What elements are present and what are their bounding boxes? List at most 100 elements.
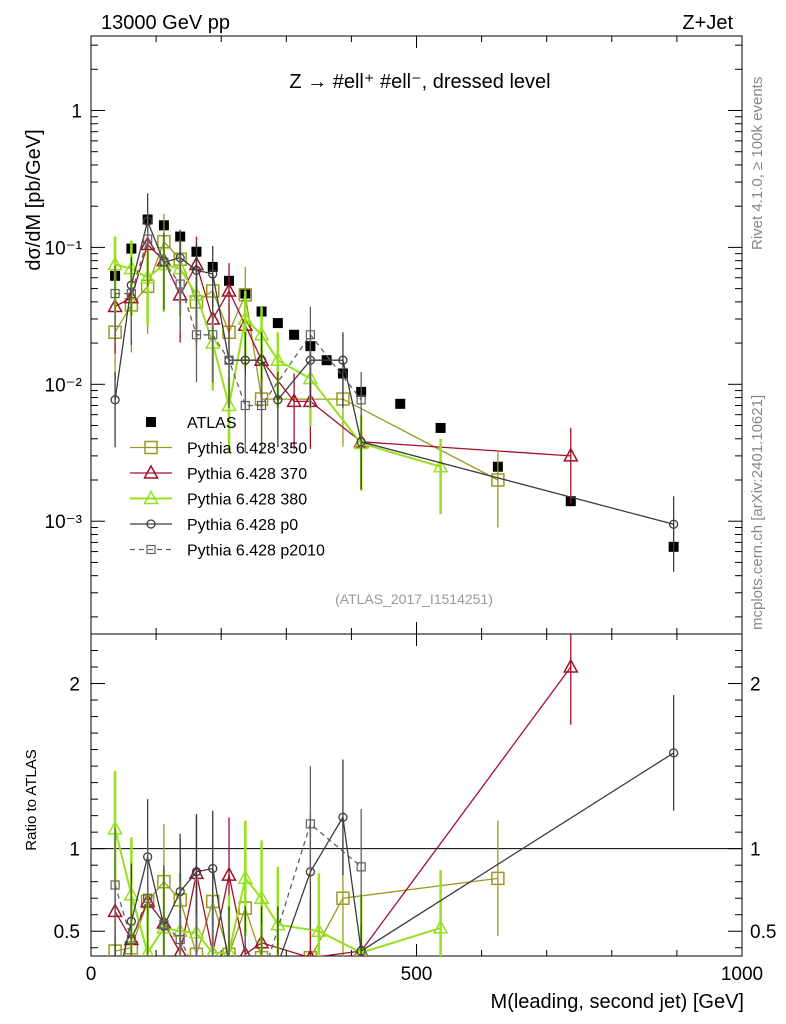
x-axis-title: M(leading, second jet) [GeV]: [491, 991, 744, 1013]
p2010-ratio-point: [192, 969, 200, 977]
p380-ratio-point: [253, 889, 270, 904]
p0-point: [338, 355, 348, 365]
ratio-y-tick-label-right: 2: [750, 675, 761, 696]
p350-ratio-point: [491, 871, 505, 886]
p370-line: [114, 243, 571, 457]
p2010-ratio-point: [225, 967, 233, 975]
p370-ratio-point: [239, 945, 251, 956]
p380-ratio-point: [222, 944, 236, 956]
p2010-point: [191, 330, 202, 340]
y-tick-label: 10⁻²: [45, 375, 83, 396]
p370-point: [221, 282, 237, 297]
atlas-data-point: [289, 329, 300, 340]
p2010-point: [143, 234, 153, 244]
y-tick-label: 10⁻³: [45, 512, 83, 533]
p2010-point: [175, 279, 185, 289]
p2010-point: [110, 288, 120, 299]
process-group-label: Z+Jet: [682, 12, 733, 34]
legend-label-p350: Pythia 6.428 350: [187, 441, 307, 458]
p2010-ratio-point: [305, 819, 315, 829]
p350-line: [114, 240, 499, 481]
p2010-point: [356, 395, 366, 405]
p2010-ratio-point: [258, 977, 266, 985]
legend-label-p370: Pythia 6.428 370: [187, 466, 307, 483]
p380-point: [237, 310, 254, 325]
ratio-series: [107, 634, 679, 996]
p2010-point: [305, 330, 315, 340]
p0-point: [110, 395, 120, 405]
p380-point: [221, 396, 237, 412]
p2010-ratio-point: [110, 880, 120, 890]
x-tick-label: 1000: [721, 964, 763, 985]
p0-ratio-point: [208, 863, 218, 874]
ratio-y-tick-label: 1: [69, 840, 80, 861]
y-axis-title: dσ/dM [pb/GeV]: [23, 129, 45, 270]
p2010-ratio-point: [209, 957, 217, 965]
p380-ratio-point: [311, 922, 327, 937]
legend-label-p380: Pythia 6.428 380: [187, 492, 307, 509]
ratio-y-tick-label-right: 1: [750, 840, 761, 861]
ratio-y-tick-label-right: 0.5: [750, 922, 776, 943]
main-series: [107, 193, 679, 572]
p380-point: [270, 351, 286, 366]
ratio-y-tick-label: 0.5: [54, 922, 80, 943]
legend-label-p2010: Pythia 6.428 p2010: [187, 543, 325, 560]
p2010-point: [224, 355, 234, 365]
analysis-label: (ATLAS_2017_I1514251): [335, 591, 493, 607]
p380-ratio-point: [141, 944, 155, 956]
p0-point: [668, 519, 679, 529]
p0-ratio-point: [668, 748, 679, 758]
p0-ratio-point: [241, 960, 249, 968]
p370-ratio-point: [221, 866, 237, 881]
p2010-line: [115, 237, 362, 407]
p2010-ratio-point: [126, 934, 136, 945]
p2010-point: [126, 288, 136, 299]
atlas-data-point: [435, 422, 446, 433]
legend: ATLAS Pythia 6.428 350 Pythia 6.428 370 Pyt…: [130, 415, 325, 560]
p2010-ratio-point: [175, 934, 185, 945]
mcplots-label: mcplots.cern.ch [arXiv:2401.10621]: [749, 395, 766, 630]
p2010-ratio-point: [159, 920, 169, 930]
legend-marker-p2010: [146, 544, 156, 555]
p2010-point: [256, 400, 267, 411]
atlas-data-point: [272, 318, 283, 329]
p370-point: [563, 447, 579, 462]
p370-point: [286, 392, 302, 408]
ratio-panel-frame: [90, 633, 743, 957]
p2010-ratio-point: [241, 985, 249, 993]
p0-ratio-point: [274, 960, 282, 968]
legend-marker-p0: [146, 519, 156, 529]
p0-ratio-point: [356, 946, 366, 956]
p0-point: [273, 395, 283, 405]
legend-marker-p350: [144, 440, 158, 455]
p2010-point: [208, 330, 218, 340]
p380-ratio-point: [354, 944, 368, 956]
p0-ratio-line: [122, 752, 674, 956]
y-tick-label: 10⁻¹: [45, 238, 83, 259]
p0-point: [191, 265, 202, 275]
legend-marker-atlas: [146, 417, 156, 427]
legend-marker-p370: [143, 464, 159, 479]
x-tick-label: 0: [86, 964, 97, 985]
p0-ratio-point: [111, 988, 119, 996]
p380-ratio-point: [432, 919, 449, 934]
collision-label: 13000 GeV pp: [101, 12, 230, 34]
p380-point: [432, 458, 449, 473]
axes-ticks: 0 500 1000 1 10⁻¹ 10⁻² 10⁻³ 0.5 0.5 1 1 2 2: [45, 36, 776, 985]
p0-ratio-point: [191, 867, 202, 877]
p0-ratio-point: [225, 960, 233, 968]
rivet-label: Rivet 4.1.0, ≥ 100k events: [749, 77, 766, 250]
y-tick-label: 1: [71, 101, 82, 122]
x-tick-label: 500: [401, 964, 433, 985]
p0-point: [256, 355, 267, 365]
p0-point: [208, 269, 218, 279]
p0-point: [240, 355, 250, 365]
p380-ratio-line: [114, 828, 441, 956]
p370-ratio-point: [173, 944, 187, 956]
atlas-data-point: [395, 398, 406, 409]
p0-ratio-point: [338, 812, 348, 822]
ratio-y-axis-title: Ratio to ATLAS: [23, 749, 40, 850]
legend-marker-p380: [143, 489, 159, 505]
p2010-ratio-line: [114, 822, 362, 956]
legend-label-atlas: ATLAS: [187, 415, 237, 432]
